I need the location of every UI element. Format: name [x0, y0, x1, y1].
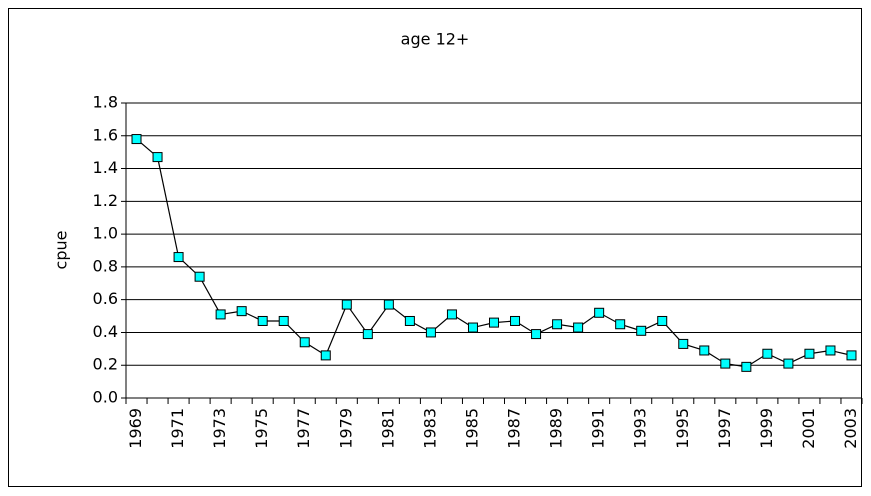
marker: [594, 307, 605, 318]
chart-title: age 12+: [401, 30, 470, 49]
marker: [341, 299, 352, 310]
marker: [467, 322, 478, 333]
marker: [152, 152, 163, 163]
marker: [678, 338, 689, 349]
marker: [783, 358, 794, 369]
marker: [173, 252, 184, 263]
marker: [846, 350, 857, 361]
marker: [131, 134, 142, 145]
marker: [489, 317, 499, 328]
y-axis-label: cpue: [52, 231, 71, 270]
x-tick-label: 1997: [715, 408, 734, 449]
marker: [573, 322, 584, 333]
marker: [215, 309, 226, 320]
x-tick-label: 1975: [252, 408, 271, 449]
x-tick-label: 1969: [126, 408, 145, 449]
marker: [510, 315, 521, 326]
marker: [278, 315, 289, 326]
y-tick-label: 0.6: [93, 289, 118, 308]
y-tick-label: 0.4: [93, 322, 118, 341]
marker: [741, 361, 752, 372]
marker: [552, 319, 563, 330]
x-tick-label: 1973: [210, 408, 229, 449]
marker: [194, 271, 205, 282]
marker: [299, 337, 310, 348]
y-tick-label: 0.2: [93, 355, 118, 374]
marker: [320, 350, 331, 361]
x-tick-label: 1991: [589, 408, 608, 449]
x-tick-label: 1987: [505, 408, 524, 449]
marker: [531, 329, 542, 340]
marker: [657, 315, 668, 326]
marker: [762, 348, 773, 359]
marker: [404, 315, 415, 326]
y-tick-label: 0.8: [93, 256, 118, 275]
x-tick-label: 1971: [168, 408, 187, 449]
chart-border: [8, 8, 862, 487]
x-tick-label: 1995: [673, 408, 692, 449]
marker: [636, 325, 647, 336]
marker: [236, 306, 247, 317]
marker: [720, 358, 731, 369]
y-tick-label: 1.0: [93, 224, 118, 243]
y-tick-label: 1.6: [93, 125, 118, 144]
x-tick-label: 2001: [799, 408, 818, 449]
x-tick-label: 1985: [462, 408, 481, 449]
x-tick-label: 1983: [420, 408, 439, 449]
marker: [383, 299, 394, 310]
y-tick-label: 1.4: [93, 158, 118, 177]
y-tick-label: 0.0: [93, 388, 118, 407]
x-tick-label: 1989: [547, 408, 566, 449]
marker: [446, 309, 457, 320]
x-tick-label: 1979: [336, 408, 355, 449]
x-tick-label: 1993: [631, 408, 650, 449]
marker: [825, 345, 836, 356]
marker: [257, 315, 268, 326]
marker: [615, 319, 626, 330]
marker: [699, 345, 710, 356]
marker: [425, 327, 436, 338]
y-tick-label: 1.8: [93, 93, 118, 112]
x-tick-label: 1999: [757, 408, 776, 449]
x-tick-label: 1981: [378, 408, 397, 449]
marker: [804, 348, 815, 359]
x-tick-label: 1977: [294, 408, 313, 449]
x-tick-label: 2003: [841, 408, 860, 449]
marker: [362, 329, 373, 340]
y-tick-label: 1.2: [93, 191, 118, 210]
